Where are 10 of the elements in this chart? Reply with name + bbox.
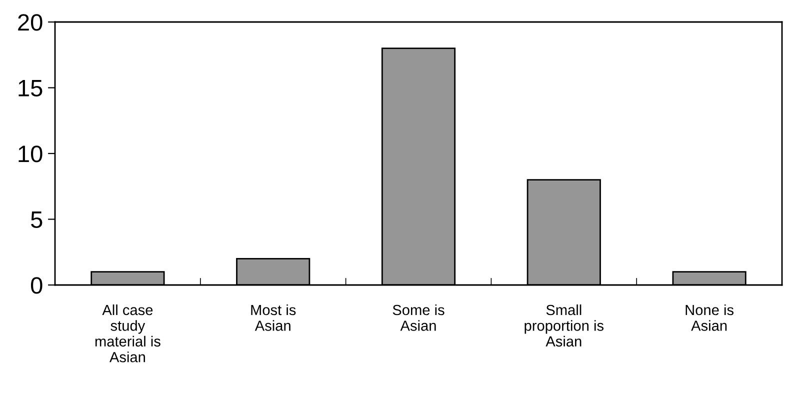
x-tick-label: All case study material is Asian	[95, 304, 160, 362]
y-tick-label: 15	[18, 80, 42, 97]
y-tick-label: 10	[18, 146, 42, 162]
x-tick-label: None is Asian	[686, 304, 734, 331]
x-tick-label: Most is Asian	[251, 304, 296, 331]
y-tick-label: 20	[18, 14, 42, 31]
y-tick-label: 0	[30, 277, 42, 294]
x-tick-label: Small proportion is Asian	[524, 304, 604, 347]
x-tick-label: Some is Asian	[392, 304, 444, 331]
y-tick-label: 5	[31, 212, 42, 228]
